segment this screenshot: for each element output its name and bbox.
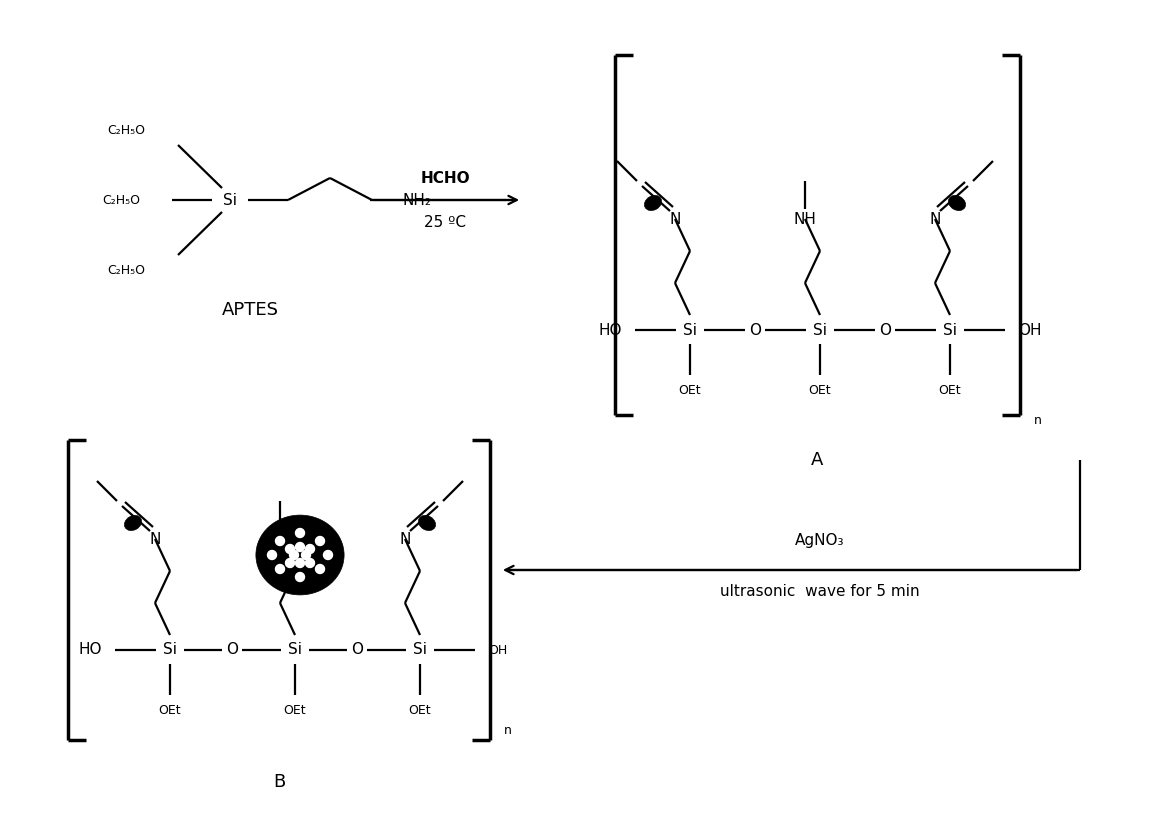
Text: HO: HO — [79, 643, 102, 658]
Circle shape — [296, 542, 305, 551]
Circle shape — [290, 551, 298, 560]
Text: Si: Si — [813, 323, 827, 337]
Circle shape — [301, 551, 311, 560]
Text: OH: OH — [489, 644, 507, 657]
Text: A: A — [811, 451, 824, 469]
Text: N: N — [400, 532, 411, 546]
Circle shape — [285, 559, 295, 568]
Text: NH: NH — [793, 212, 817, 226]
Text: C₂H₅O: C₂H₅O — [107, 123, 146, 137]
Text: OH: OH — [1018, 323, 1042, 337]
Circle shape — [285, 545, 295, 554]
Text: O: O — [879, 323, 891, 337]
Text: 25 ºC: 25 ºC — [424, 215, 465, 230]
Text: OEt: OEt — [284, 704, 306, 717]
Text: HCHO: HCHO — [420, 170, 470, 185]
Text: N: N — [149, 532, 161, 546]
Text: C₂H₅O: C₂H₅O — [102, 193, 140, 207]
Text: Si: Si — [223, 193, 237, 207]
Text: NH₂: NH₂ — [402, 193, 431, 207]
Text: OEt: OEt — [409, 704, 431, 717]
Text: B: B — [273, 773, 285, 791]
Ellipse shape — [418, 515, 435, 531]
Circle shape — [315, 537, 325, 546]
Ellipse shape — [125, 515, 142, 531]
Text: Si: Si — [683, 323, 696, 337]
Text: HO: HO — [598, 323, 623, 337]
Text: O: O — [748, 323, 761, 337]
Text: ultrasonic  wave for 5 min: ultrasonic wave for 5 min — [721, 584, 919, 599]
Text: N: N — [669, 212, 680, 226]
Text: OEt: OEt — [158, 704, 181, 717]
Circle shape — [296, 573, 305, 582]
Circle shape — [268, 551, 276, 560]
Text: Si: Si — [288, 643, 301, 658]
Circle shape — [323, 551, 333, 560]
Text: C₂H₅O: C₂H₅O — [107, 263, 146, 277]
Text: Si: Si — [163, 643, 177, 658]
Text: OEt: OEt — [939, 384, 961, 397]
Text: AgNO₃: AgNO₃ — [796, 532, 844, 547]
Text: Si: Si — [942, 323, 957, 337]
Circle shape — [296, 528, 305, 537]
Text: n: n — [1034, 413, 1042, 426]
Text: NH: NH — [269, 532, 291, 546]
Text: Si: Si — [413, 643, 427, 658]
Text: OEt: OEt — [679, 384, 701, 397]
Text: OEt: OEt — [808, 384, 832, 397]
Text: O: O — [351, 643, 363, 658]
Circle shape — [306, 559, 314, 568]
Circle shape — [315, 565, 325, 574]
Text: n: n — [504, 723, 512, 737]
Circle shape — [306, 545, 314, 554]
Text: APTES: APTES — [222, 301, 278, 319]
Text: O: O — [226, 643, 238, 658]
Circle shape — [296, 559, 305, 568]
Circle shape — [276, 537, 284, 546]
Circle shape — [276, 565, 284, 574]
Ellipse shape — [948, 195, 966, 211]
Ellipse shape — [256, 515, 344, 595]
Ellipse shape — [644, 195, 662, 211]
Text: N: N — [930, 212, 940, 226]
